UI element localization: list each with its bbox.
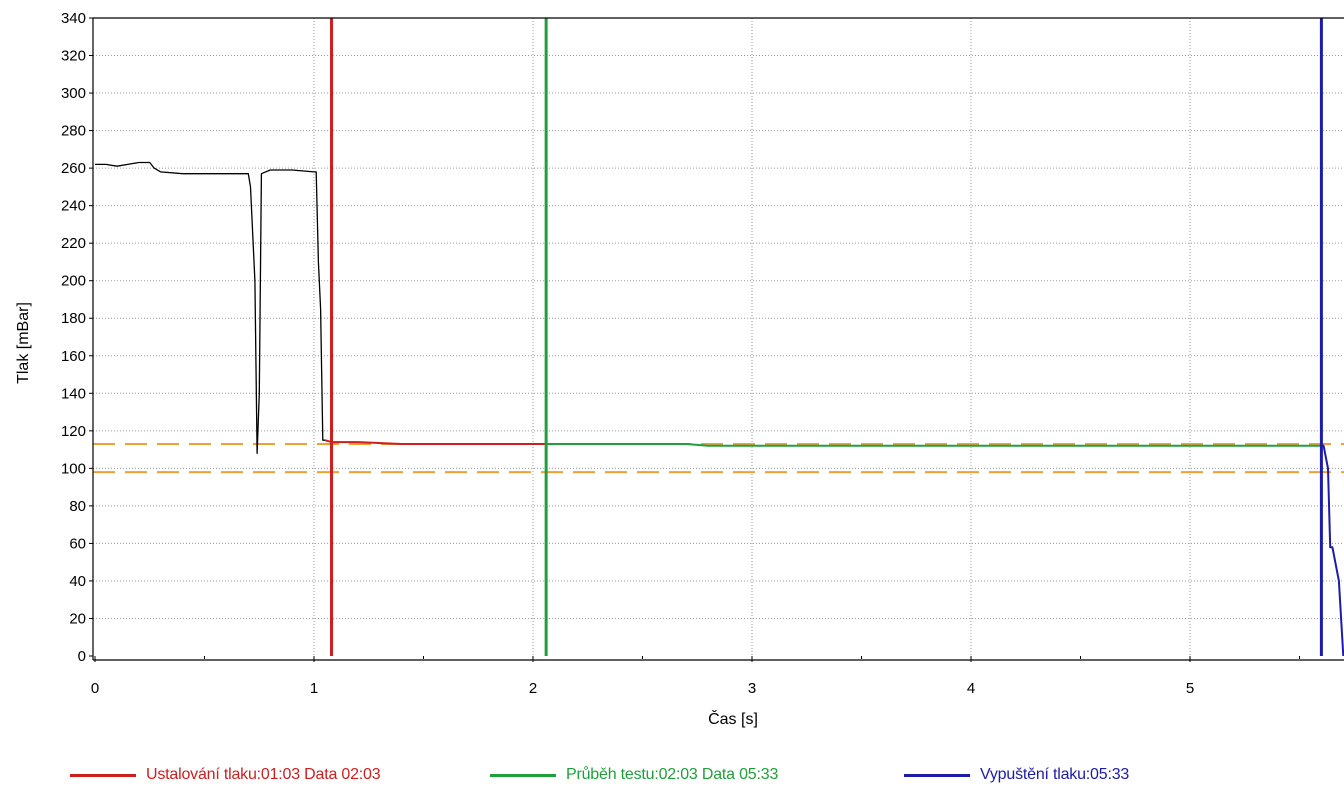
series-line <box>324 439 547 445</box>
y-tick-label: 160 <box>61 348 86 365</box>
y-tick-label: 0 <box>78 648 86 665</box>
y-tick-label: 80 <box>69 498 86 515</box>
y-tick-label: 100 <box>61 460 86 477</box>
x-tick-label: 4 <box>967 680 975 697</box>
x-axis-label: Čas [s] <box>708 709 758 728</box>
vertical-markers <box>330 18 1323 656</box>
legend-label: Vypuštění tlaku:05:33 <box>980 766 1130 783</box>
x-tick-label: 1 <box>310 680 318 697</box>
legend-swatch <box>70 773 136 777</box>
y-tick-label: 60 <box>69 535 86 552</box>
y-tick-label: 20 <box>69 610 86 627</box>
series-line <box>95 161 325 454</box>
y-tick-label: 200 <box>61 273 86 290</box>
legend-swatch <box>904 773 970 777</box>
y-tick-label: 240 <box>61 198 86 215</box>
legend-swatch <box>490 773 556 777</box>
series-line <box>546 443 1322 447</box>
series-line <box>1321 444 1344 657</box>
series-lines <box>95 161 1344 657</box>
legend-label: Průběh testu:02:03 Data 05:33 <box>566 766 779 783</box>
y-tick-label: 180 <box>61 310 86 327</box>
axes: 0204060801001201401601802002202402602803… <box>61 10 1344 697</box>
y-tick-label: 120 <box>61 423 86 440</box>
y-tick-label: 320 <box>61 48 86 65</box>
y-tick-label: 220 <box>61 235 86 252</box>
y-tick-label: 280 <box>61 123 86 140</box>
grid <box>93 17 1344 656</box>
y-tick-label: 340 <box>61 10 86 27</box>
x-tick-label: 5 <box>1186 680 1194 697</box>
y-tick-label: 40 <box>69 573 86 590</box>
x-tick-label: 2 <box>529 680 537 697</box>
x-tick-label: 0 <box>91 680 99 697</box>
y-tick-label: 260 <box>61 160 86 177</box>
x-tick-label: 3 <box>748 680 756 697</box>
y-tick-label: 300 <box>61 85 86 102</box>
y-axis-label: Tlak [mBar] <box>15 302 32 384</box>
threshold-lines <box>93 442 1344 474</box>
legend-item-ustalovani[interactable]: Ustalování tlaku:01:03 Data 02:03 <box>70 763 381 787</box>
legend-item-prubeh-testu[interactable]: Průběh testu:02:03 Data 05:33 <box>490 763 778 787</box>
legend-item-vypusteni[interactable]: Vypuštění tlaku:05:33 <box>904 763 1129 787</box>
legend: Ustalování tlaku:01:03 Data 02:03 Průběh… <box>0 763 1344 787</box>
legend-label: Ustalování tlaku:01:03 Data 02:03 <box>146 766 381 783</box>
y-tick-label: 140 <box>61 385 86 402</box>
